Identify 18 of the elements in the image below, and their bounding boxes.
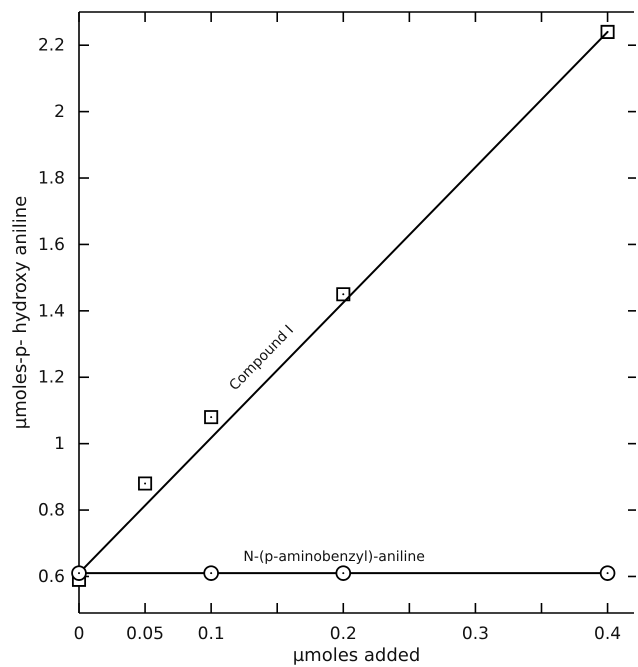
y-tick-label: 1.8 xyxy=(38,168,65,188)
x-axis-title: μmoles added xyxy=(292,645,420,666)
y-axis-title: μmoles-p- hydroxy aniline xyxy=(10,196,31,430)
y-tick-label: 1 xyxy=(54,434,65,454)
y-tick-label: 2.2 xyxy=(38,36,65,56)
x-tick-label: 0.3 xyxy=(462,624,489,644)
y-tick-label: 2 xyxy=(54,102,65,122)
x-tick-label: 0.05 xyxy=(126,624,164,644)
x-tick-label: 0 xyxy=(74,624,84,644)
x-tick-label: 0.2 xyxy=(330,624,357,644)
x-tick-label: 0.4 xyxy=(594,624,622,644)
y-tick-label: 0.8 xyxy=(38,500,65,521)
series-label: N-(p-aminobenzyl)-aniline xyxy=(243,549,425,566)
y-tick-label: 0.6 xyxy=(38,566,65,587)
y-tick-label: 1.4 xyxy=(38,301,65,322)
y-tick-label: 1.2 xyxy=(38,368,65,388)
y-tick-label: 1.6 xyxy=(38,234,65,255)
x-tick-label: 0.1 xyxy=(198,624,225,644)
